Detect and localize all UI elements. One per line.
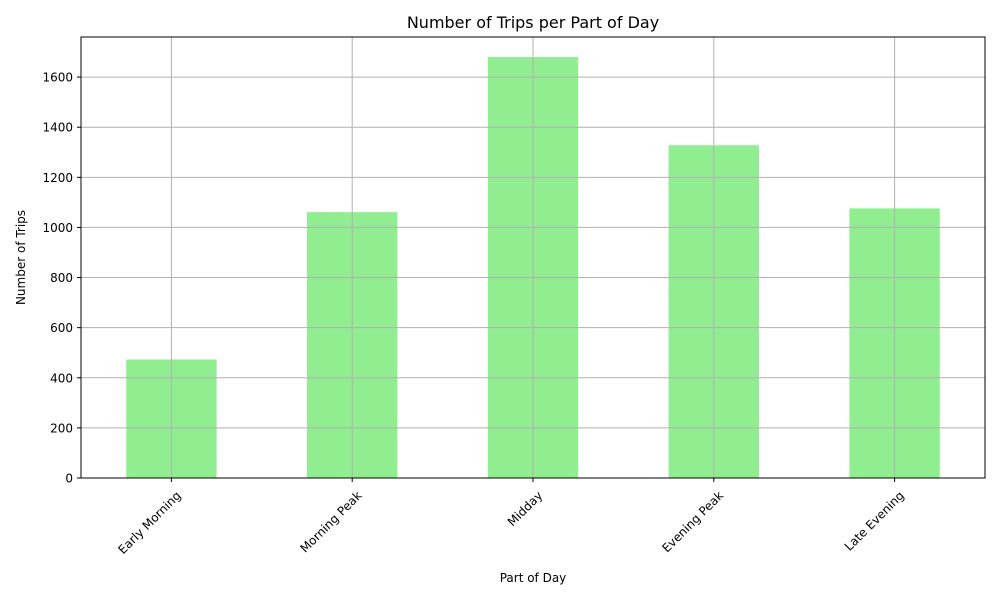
y-tick-label: 1400 [42,121,73,135]
y-tick-label: 1000 [42,221,73,235]
x-axis-label: Part of Day [500,571,567,585]
y-tick-label: 400 [50,371,73,385]
y-tick-label: 800 [50,271,73,285]
y-tick-label: 200 [50,421,73,435]
bars [126,57,940,479]
y-tick-label: 1600 [42,71,73,85]
y-tick-label: 600 [50,321,73,335]
y-tick-label: 1200 [42,171,73,185]
chart-title: Number of Trips per Part of Day [407,13,659,32]
y-tick-label: 0 [65,472,73,486]
y-axis-label: Number of Trips [14,210,28,305]
